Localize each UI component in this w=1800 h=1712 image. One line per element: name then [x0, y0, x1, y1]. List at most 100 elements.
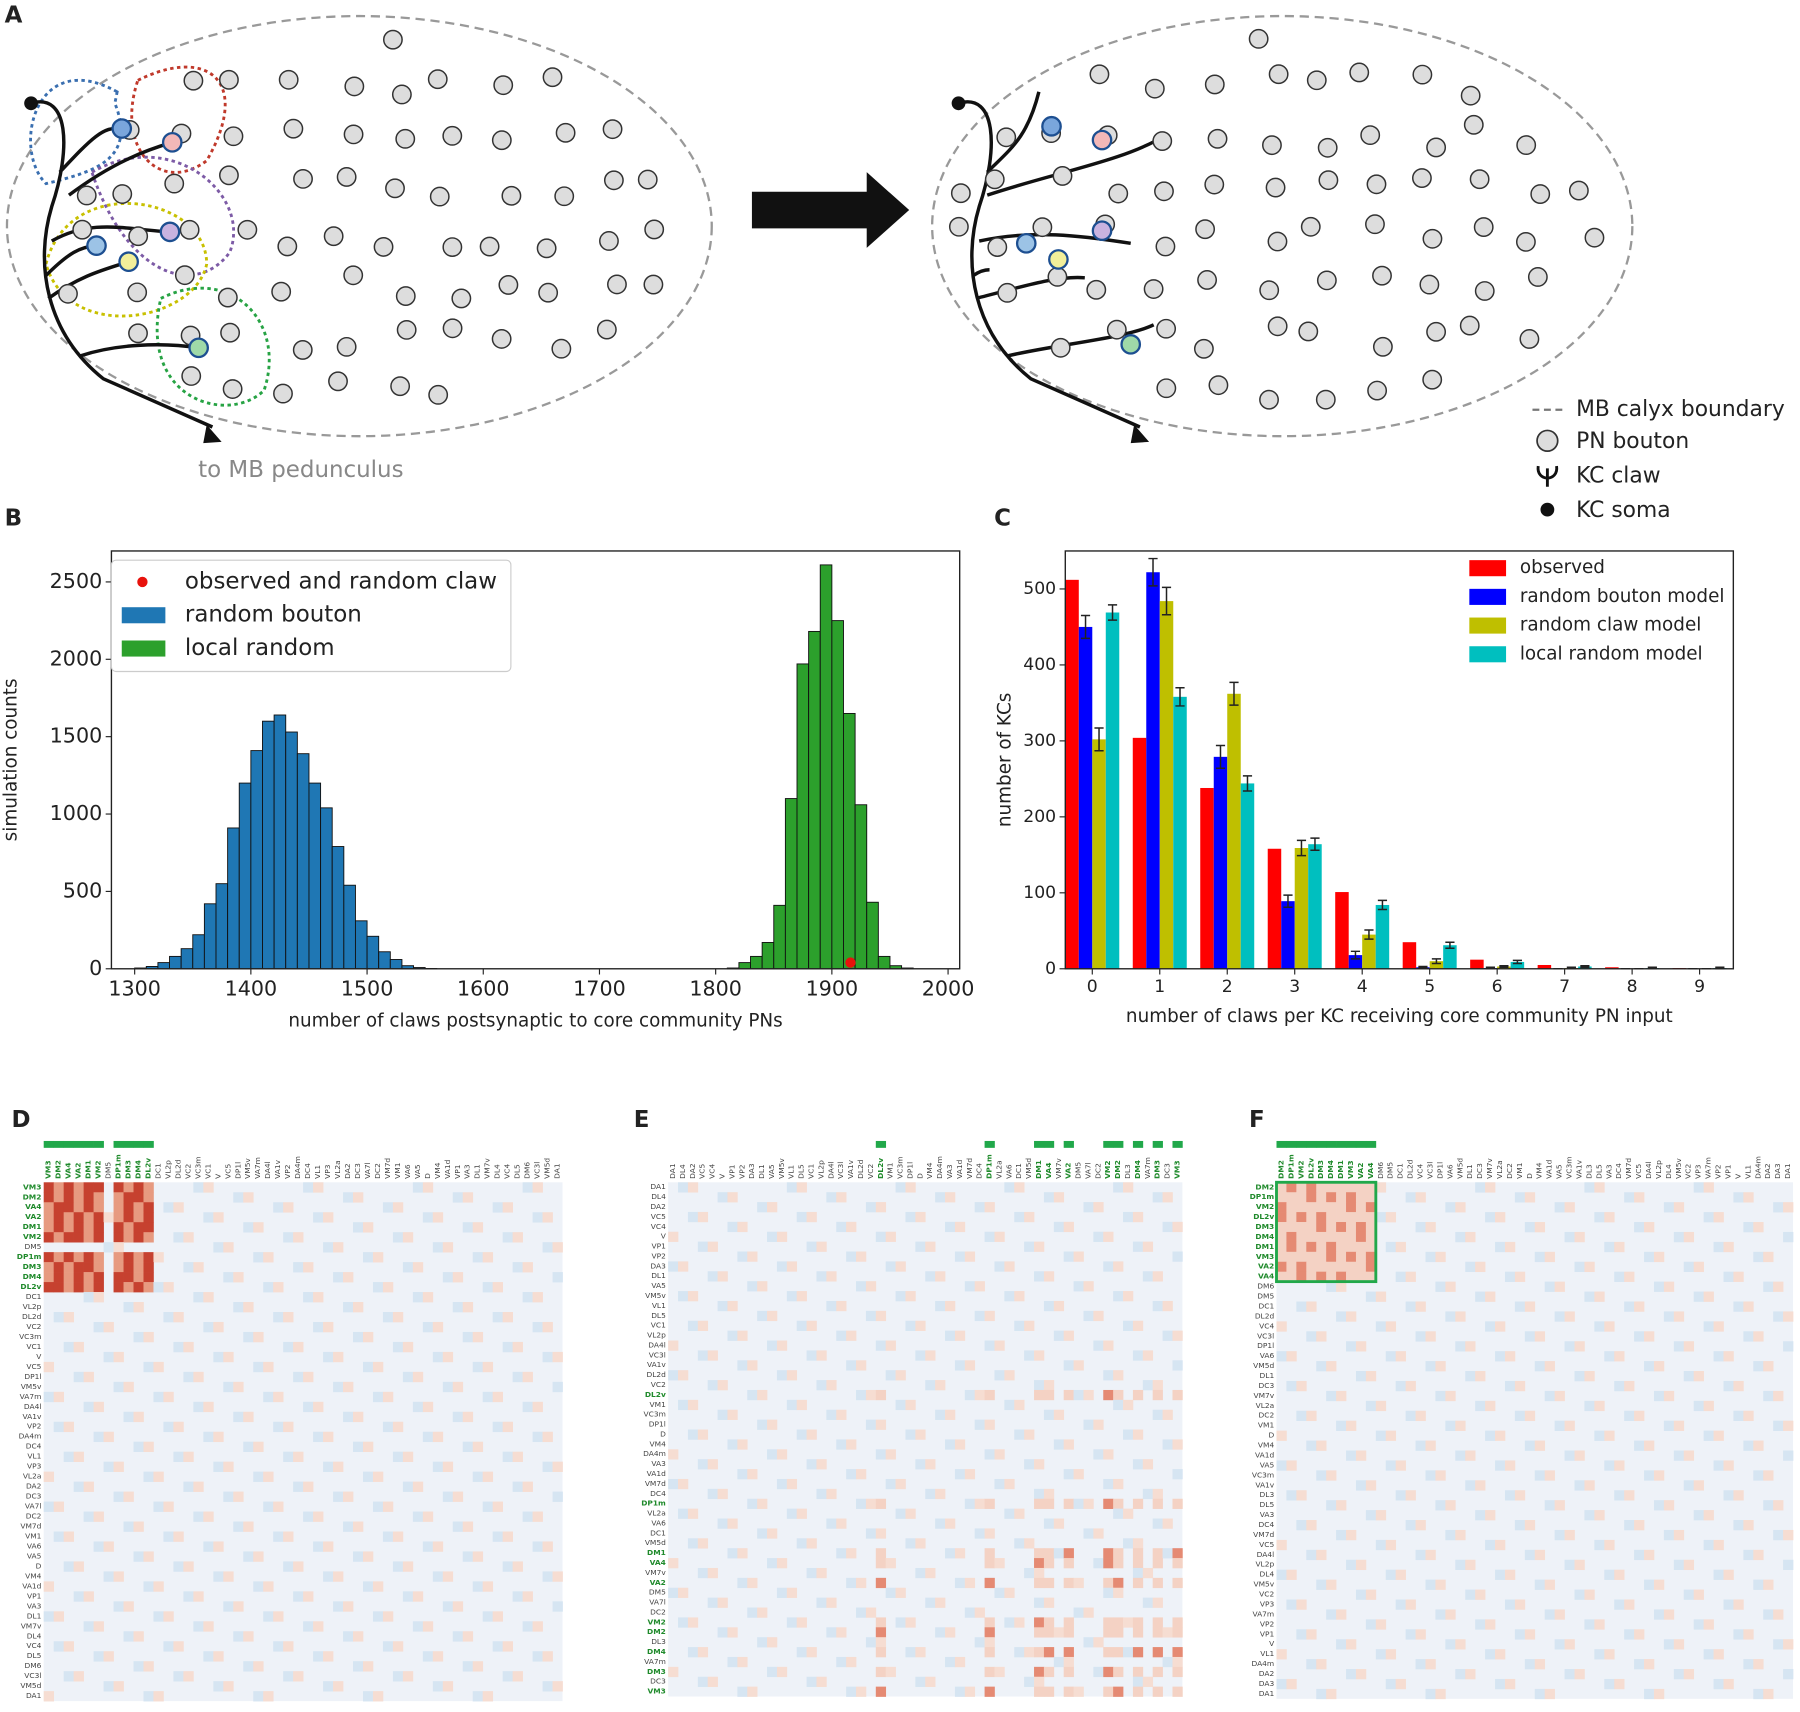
- heatmap-cell: [1172, 1439, 1182, 1449]
- heatmap-cell: [1004, 1261, 1014, 1271]
- heatmap-cell: [1103, 1390, 1113, 1400]
- heatmap-cell: [1276, 1212, 1286, 1222]
- heatmap-cell: [203, 1432, 213, 1442]
- heatmap-cell: [1604, 1540, 1614, 1550]
- heatmap-cell: [473, 1332, 483, 1342]
- heatmap-cell: [1773, 1530, 1783, 1540]
- heatmap-cell: [143, 1222, 153, 1232]
- heatmap-cell: [323, 1571, 333, 1581]
- heatmap-cell: [767, 1420, 777, 1430]
- heatmap-cell: [1644, 1470, 1654, 1480]
- heatmap-cell: [1565, 1341, 1575, 1351]
- heatmap-cell: [143, 1212, 153, 1222]
- heatmap-cell: [44, 1502, 54, 1512]
- pn-bouton: [1299, 322, 1317, 340]
- heatmap-cell: [1634, 1331, 1644, 1341]
- heatmap-cell: [553, 1462, 563, 1472]
- heatmap-cell: [553, 1272, 563, 1282]
- heatmap-cell: [1525, 1659, 1535, 1669]
- pn-bouton: [182, 367, 200, 385]
- heatmap-cell: [1326, 1192, 1336, 1202]
- core-marker: [114, 1141, 124, 1148]
- column-label: DL2v: [1306, 1158, 1315, 1179]
- heatmap-cell: [323, 1681, 333, 1691]
- heatmap-cell: [173, 1422, 183, 1432]
- heatmap-cell: [413, 1182, 423, 1192]
- heatmap-cell: [896, 1617, 906, 1627]
- column-label: DA2: [343, 1163, 352, 1178]
- heatmap-cell: [1103, 1687, 1113, 1697]
- heatmap-cell: [493, 1641, 503, 1651]
- heatmap-cell: [1435, 1609, 1445, 1619]
- heatmap-cell: [1555, 1500, 1565, 1510]
- heatmap-cell: [393, 1531, 403, 1541]
- heatmap-cell: [1773, 1391, 1783, 1401]
- heatmap-cell: [483, 1282, 493, 1292]
- column-label: VM3: [1172, 1160, 1181, 1178]
- heatmap-cell: [1356, 1560, 1366, 1570]
- row-label: DC3: [26, 1492, 42, 1501]
- heatmap-cell: [1163, 1548, 1173, 1558]
- heatmap-cell: [1316, 1550, 1326, 1560]
- heatmap-cell: [373, 1282, 383, 1292]
- heatmap-cell: [423, 1541, 433, 1551]
- heatmap-cell: [1416, 1411, 1426, 1421]
- heatmap-cell: [1674, 1421, 1684, 1431]
- heatmap-cell: [153, 1392, 163, 1402]
- heatmap-cell: [253, 1332, 263, 1342]
- heatmap-cell: [965, 1252, 975, 1262]
- row-label: DL2v: [1253, 1212, 1274, 1221]
- heatmap-cell: [1386, 1242, 1396, 1252]
- heatmap-cell: [1704, 1510, 1714, 1520]
- heatmap-cell: [1336, 1262, 1346, 1272]
- heatmap-cell: [94, 1651, 104, 1661]
- heatmap-cell: [74, 1182, 84, 1192]
- heatmap-cell: [463, 1631, 473, 1641]
- heatmap-cell: [243, 1302, 253, 1312]
- core-marker: [1064, 1141, 1074, 1148]
- heatmap-cell: [1515, 1629, 1525, 1639]
- heatmap-cell: [1535, 1252, 1545, 1262]
- heatmap-cell: [143, 1272, 153, 1282]
- heatmap-cell: [423, 1432, 433, 1442]
- heatmap-cell: [1515, 1301, 1525, 1311]
- pn-bouton: [278, 237, 296, 255]
- y-tick-label: 1000: [50, 801, 103, 825]
- heatmap-cell: [163, 1502, 173, 1512]
- pn-bouton: [1570, 181, 1588, 199]
- heatmap-cell: [777, 1479, 787, 1489]
- heatmap-cell: [143, 1581, 153, 1591]
- heatmap-cell: [94, 1252, 104, 1262]
- heatmap-cell: [1445, 1391, 1455, 1401]
- heatmap-cell: [1044, 1667, 1054, 1677]
- heatmap-cell: [856, 1687, 866, 1697]
- heatmap-cell: [886, 1667, 896, 1677]
- heatmap-cell: [955, 1439, 965, 1449]
- heatmap-cell: [1634, 1301, 1644, 1311]
- heatmap-cell: [1093, 1202, 1103, 1212]
- heatmap-cell: [1664, 1311, 1674, 1321]
- heatmap-cell: [203, 1182, 213, 1192]
- column-label: DP1l: [905, 1162, 914, 1179]
- column-label: DL1: [1465, 1164, 1474, 1179]
- heatmap-cell: [1064, 1657, 1074, 1667]
- heatmap-cell: [1113, 1647, 1123, 1657]
- heatmap-cell: [797, 1291, 807, 1301]
- heatmap-cell: [1455, 1669, 1465, 1679]
- heatmap-cell: [866, 1311, 876, 1321]
- heatmap-cell: [994, 1667, 1004, 1677]
- heatmap-cell: [1654, 1282, 1664, 1292]
- heatmap-cell: [1014, 1182, 1024, 1192]
- row-label: VM5v: [1254, 1580, 1275, 1589]
- heatmap-cell: [1064, 1331, 1074, 1341]
- heatmap-cell: [273, 1531, 283, 1541]
- heatmap-cell: [273, 1282, 283, 1292]
- heatmap-cell: [463, 1522, 473, 1532]
- histogram-bar: [355, 921, 367, 969]
- heatmap-cell: [94, 1272, 104, 1282]
- heatmap-cell: [905, 1509, 915, 1519]
- heatmap-cell: [44, 1691, 54, 1701]
- row-label: VM5d: [1253, 1361, 1274, 1370]
- heatmap-cell: [718, 1627, 728, 1637]
- row-label: DA1: [1259, 1689, 1275, 1698]
